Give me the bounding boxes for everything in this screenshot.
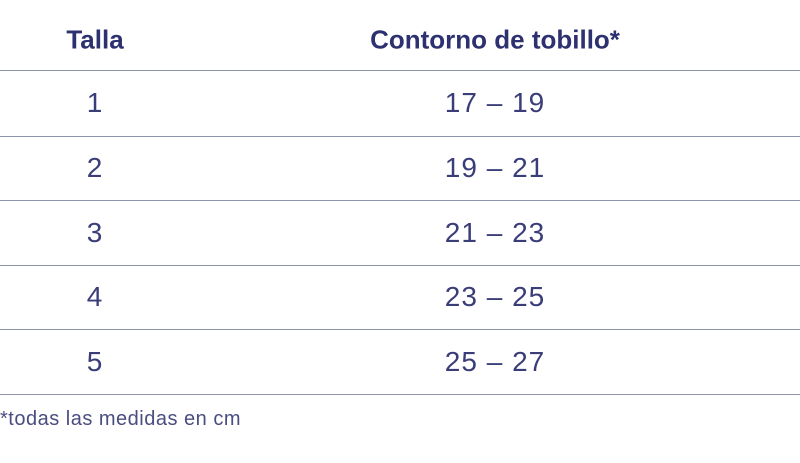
row-rule: [0, 329, 800, 330]
table-cell: 19 – 21: [444, 151, 546, 183]
header-rule: [0, 70, 800, 71]
footnote: *todas las medidas en cm: [0, 408, 242, 430]
row-rule: [0, 265, 800, 266]
table-cell: 5: [86, 345, 104, 377]
table-cell: 23 – 25: [444, 281, 546, 313]
table-cell: 3: [86, 216, 104, 248]
table-cell: 25 – 27: [444, 345, 546, 377]
row-rule: [0, 200, 800, 201]
table-cell: 1: [86, 87, 104, 119]
table-cell: 2: [86, 151, 104, 183]
table-cell: 4: [86, 281, 104, 313]
row-rule: [0, 136, 800, 137]
column-header: Talla: [66, 24, 124, 55]
table-cell: 17 – 19: [444, 87, 546, 119]
row-rule: [0, 394, 800, 395]
column-header: Contorno de tobillo*: [370, 24, 620, 55]
table-cell: 21 – 23: [444, 216, 546, 248]
